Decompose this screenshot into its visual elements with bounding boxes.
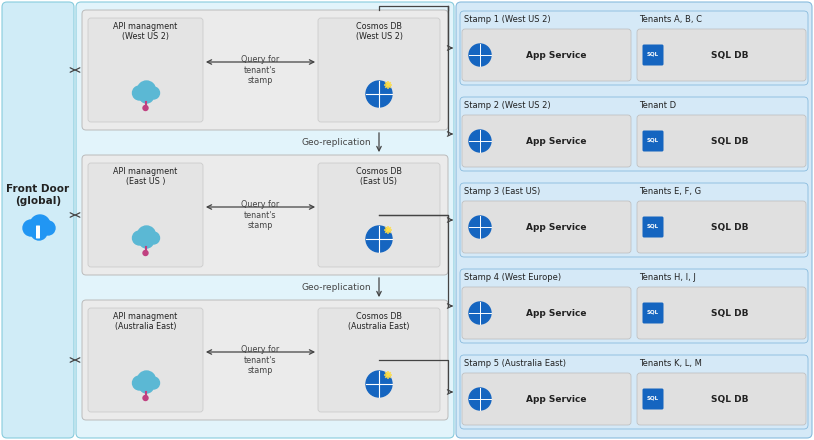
Circle shape: [139, 234, 154, 248]
Circle shape: [143, 250, 148, 256]
Circle shape: [138, 226, 155, 244]
Circle shape: [469, 44, 491, 66]
Text: App Service: App Service: [526, 395, 587, 403]
FancyBboxPatch shape: [318, 308, 440, 412]
Text: Front Door
(global): Front Door (global): [7, 184, 69, 206]
FancyBboxPatch shape: [88, 18, 203, 122]
FancyBboxPatch shape: [637, 373, 806, 425]
Circle shape: [138, 81, 155, 99]
Text: App Service: App Service: [526, 223, 587, 231]
FancyBboxPatch shape: [637, 201, 806, 253]
FancyBboxPatch shape: [460, 355, 808, 429]
Text: SQL: SQL: [647, 309, 659, 315]
Text: API managment
(Australia East): API managment (Australia East): [113, 312, 177, 331]
Text: Cosmos DB
(West US 2): Cosmos DB (West US 2): [356, 22, 402, 41]
Circle shape: [366, 371, 392, 397]
Circle shape: [366, 81, 392, 107]
Text: SQL: SQL: [647, 224, 659, 228]
Circle shape: [30, 215, 50, 235]
FancyBboxPatch shape: [637, 287, 806, 339]
Text: Geo-replication: Geo-replication: [301, 283, 371, 292]
Circle shape: [469, 388, 491, 410]
Text: App Service: App Service: [526, 308, 587, 318]
FancyBboxPatch shape: [318, 163, 440, 267]
Text: Tenants E, F, G: Tenants E, F, G: [639, 187, 701, 196]
Text: SQL: SQL: [647, 396, 659, 400]
Circle shape: [143, 396, 148, 400]
Text: SQL DB: SQL DB: [711, 223, 748, 231]
Text: SQL DB: SQL DB: [711, 308, 748, 318]
Text: API managment
(East US ): API managment (East US ): [113, 167, 177, 187]
Circle shape: [143, 106, 148, 110]
Text: API managment
(West US 2): API managment (West US 2): [113, 22, 177, 41]
FancyBboxPatch shape: [642, 131, 663, 151]
Text: Tenants K, L, M: Tenants K, L, M: [639, 359, 702, 368]
FancyBboxPatch shape: [82, 10, 448, 130]
FancyBboxPatch shape: [462, 115, 631, 167]
Circle shape: [138, 371, 155, 389]
FancyBboxPatch shape: [88, 163, 203, 267]
Text: Stamp 2 (West US 2): Stamp 2 (West US 2): [464, 101, 550, 110]
Circle shape: [133, 376, 147, 390]
FancyBboxPatch shape: [460, 183, 808, 257]
Text: Tenants A, B, C: Tenants A, B, C: [639, 15, 702, 24]
Circle shape: [41, 221, 55, 235]
Text: Query for
tenant's
stamp: Query for tenant's stamp: [242, 345, 280, 375]
Circle shape: [469, 216, 491, 238]
FancyBboxPatch shape: [460, 11, 808, 85]
Text: Cosmos DB
(Australia East): Cosmos DB (Australia East): [348, 312, 409, 331]
Text: SQL: SQL: [647, 137, 659, 143]
FancyBboxPatch shape: [642, 303, 663, 323]
Text: Tenants H, I, J: Tenants H, I, J: [639, 273, 696, 282]
FancyBboxPatch shape: [642, 44, 663, 66]
FancyBboxPatch shape: [460, 269, 808, 343]
FancyBboxPatch shape: [82, 155, 448, 275]
Circle shape: [147, 232, 160, 244]
FancyBboxPatch shape: [462, 287, 631, 339]
FancyBboxPatch shape: [36, 225, 40, 238]
FancyBboxPatch shape: [318, 18, 440, 122]
FancyBboxPatch shape: [642, 216, 663, 238]
Circle shape: [139, 379, 154, 393]
FancyBboxPatch shape: [82, 300, 448, 420]
Text: Cosmos DB
(East US): Cosmos DB (East US): [356, 167, 402, 187]
Circle shape: [133, 231, 147, 245]
Text: Geo-replication: Geo-replication: [301, 138, 371, 147]
FancyBboxPatch shape: [76, 2, 454, 438]
Text: App Service: App Service: [526, 136, 587, 146]
Text: App Service: App Service: [526, 51, 587, 59]
FancyBboxPatch shape: [88, 308, 203, 412]
Circle shape: [133, 86, 147, 100]
FancyBboxPatch shape: [2, 2, 74, 438]
FancyBboxPatch shape: [462, 201, 631, 253]
Text: Stamp 4 (West Europe): Stamp 4 (West Europe): [464, 273, 561, 282]
Text: Stamp 1 (West US 2): Stamp 1 (West US 2): [464, 15, 550, 24]
Text: Query for
tenant's
stamp: Query for tenant's stamp: [242, 55, 280, 85]
Circle shape: [469, 302, 491, 324]
FancyBboxPatch shape: [462, 373, 631, 425]
FancyBboxPatch shape: [642, 389, 663, 410]
Circle shape: [469, 130, 491, 152]
Text: SQL: SQL: [647, 51, 659, 56]
Text: SQL DB: SQL DB: [711, 51, 748, 59]
Text: Tenant D: Tenant D: [639, 101, 676, 110]
Circle shape: [23, 220, 39, 236]
FancyBboxPatch shape: [456, 2, 812, 438]
Circle shape: [147, 377, 160, 389]
Text: SQL DB: SQL DB: [711, 395, 748, 403]
Circle shape: [147, 87, 160, 99]
FancyBboxPatch shape: [462, 29, 631, 81]
Text: Query for
tenant's
stamp: Query for tenant's stamp: [242, 200, 280, 230]
Circle shape: [31, 224, 47, 240]
Text: SQL DB: SQL DB: [711, 136, 748, 146]
FancyBboxPatch shape: [637, 115, 806, 167]
FancyBboxPatch shape: [637, 29, 806, 81]
Text: Stamp 5 (Australia East): Stamp 5 (Australia East): [464, 359, 566, 368]
Text: Stamp 3 (East US): Stamp 3 (East US): [464, 187, 540, 196]
Circle shape: [366, 226, 392, 252]
Circle shape: [139, 89, 154, 103]
FancyBboxPatch shape: [460, 97, 808, 171]
